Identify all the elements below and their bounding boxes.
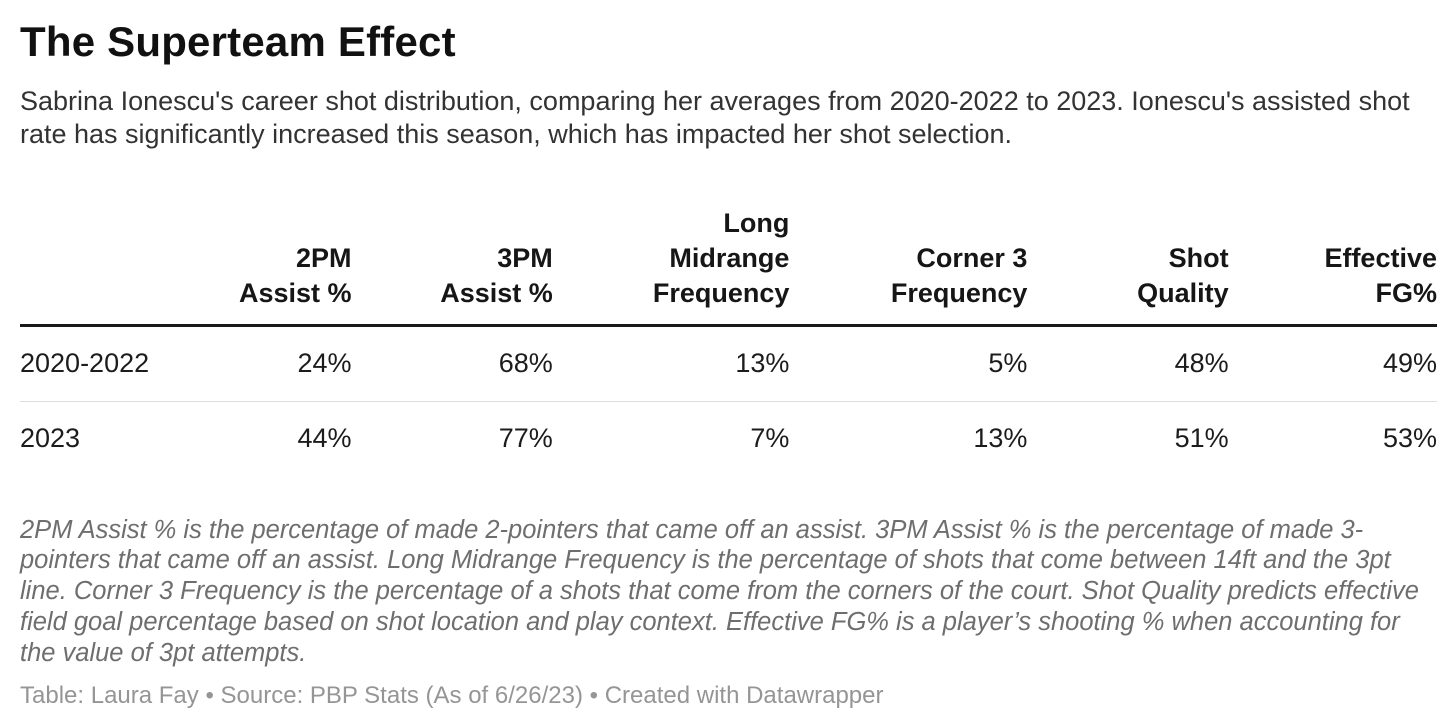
table-row-2023: 2023 44% 77% 7% 13% 51% 53% [20,400,1437,476]
table-row-2020-2022: 2020-2022 24% 68% 13% 5% 48% 49% [20,325,1437,401]
datawrapper-link[interactable]: Datawrapper [746,681,884,709]
table-cell: 53% [1228,400,1437,476]
attribution-created-label: • Created with [582,681,747,709]
row-label: 2020-2022 [20,347,150,378]
attribution: Table: Laura Fay • Source: PBP Stats (As… [20,680,1437,711]
page-description: Sabrina Ionescu's career shot distributi… [20,86,1410,150]
table-cell: 48% [1174,347,1229,378]
source-link[interactable]: PBP Stats (As of 6/26/23) [309,681,583,709]
column-header-effective-fg-pct: Effective FG% [1228,205,1437,327]
data-table: 2PM Assist % 3PM Assist % Long Midrange … [20,205,1437,476]
row-label: 2023 [20,400,152,476]
table-notes: 2PM Assist % is the percentage of made 2… [20,515,1419,667]
table-cell: 5% [988,347,1028,378]
column-header-row-label [20,205,152,327]
table-cell: 77% [351,400,553,476]
datawrapper-table-widget: The Superteam Effect Sabrina Ionescu's c… [20,18,1437,709]
attribution-source-label: • Source: [198,681,310,709]
column-header-3pm-assist-pct: 3PM Assist % [351,205,553,327]
table-cell: 44% [151,400,352,476]
table-cell: 7% [552,400,790,476]
page-title: The Superteam Effect [20,18,456,65]
attribution-table-label: Table: [20,681,91,709]
table-cell: 13% [789,400,1028,476]
column-header-2pm-assist-pct: 2PM Assist % [151,205,352,327]
table-cell: 13% [735,347,790,378]
table-cell: 68% [498,347,553,378]
column-header-corner-3-frequency: Corner 3 Frequency [789,205,1028,327]
byline-link[interactable]: Laura Fay [90,681,199,709]
column-header-shot-quality: Shot Quality [1027,205,1229,327]
table-cell: 49% [1382,347,1437,378]
table-header-row: 2PM Assist % 3PM Assist % Long Midrange … [20,205,1437,327]
column-header-long-midrange-frequency: Long Midrange Frequency [552,205,790,327]
table-cell: 24% [297,347,352,378]
table-cell: 51% [1027,400,1229,476]
